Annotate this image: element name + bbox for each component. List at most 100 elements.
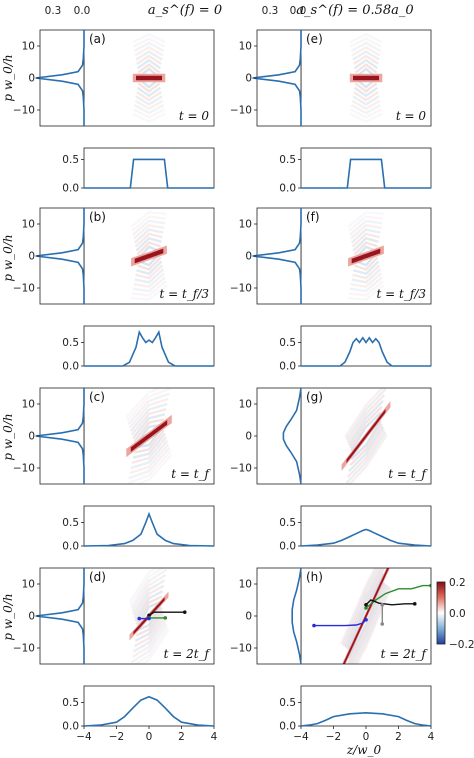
wigner-fringe [135, 50, 163, 61]
panel-label: (f) [306, 210, 320, 224]
wigner-fringe [125, 388, 164, 419]
wigner-fringe [133, 103, 165, 115]
colorbar-tick-bottom: −0.2 [449, 639, 474, 651]
wigner-fringe [136, 58, 162, 70]
density-line [84, 329, 214, 367]
x-tick-label: −4 [76, 731, 92, 743]
density-y-tick-label: 0.5 [62, 517, 79, 529]
wigner-fringe [342, 568, 381, 647]
time-label: t = 0 [396, 109, 427, 123]
density-frame [83, 325, 215, 367]
density-y-tick-label: 0.5 [62, 154, 79, 166]
wigner-heatmap [349, 32, 383, 124]
wigner-fringe [352, 236, 379, 252]
wigner-fringe [349, 276, 383, 293]
panel-label: (b) [89, 210, 106, 224]
panel-g: (g) t = t_f −10 0 10 0.0 0.5 [230, 387, 432, 553]
panel-b: (b) t = t_f/3 −10 0 10 0.0 0.5 [13, 207, 215, 373]
panel-label: (h) [306, 570, 323, 584]
wigner-fringe [132, 413, 166, 439]
panel-d: (d) t = 2t_f −10 0 10 0.0 0.5 −4 −2 0 2 4 [13, 567, 218, 743]
wigner-fringe [130, 211, 168, 228]
wigner-fringe [351, 232, 380, 248]
panel-label: (a) [89, 32, 106, 46]
wigner-fringe [350, 272, 383, 288]
time-label: t = t_f [388, 467, 428, 481]
y-tick-label: 0 [28, 73, 35, 85]
wigner-fringe [127, 392, 170, 426]
y-tick-label: 10 [239, 399, 252, 411]
wigner-fringe [133, 108, 165, 119]
wigner-fringe [348, 215, 384, 232]
marginal-line [252, 208, 302, 304]
x-tick-label: 0 [363, 731, 370, 743]
density-frame [300, 505, 432, 547]
density-y-tick-label: 0.0 [279, 541, 296, 553]
y-tick-label: 10 [239, 579, 252, 591]
wigner-fringe [132, 224, 165, 240]
panel-label: (d) [89, 570, 106, 584]
wigner-fringe [132, 112, 166, 124]
marginal-frame [39, 207, 85, 305]
wigner-fringe [350, 420, 382, 461]
y-tick-label: −10 [13, 463, 35, 475]
wigner-fringe [353, 86, 379, 98]
overlay-line [365, 584, 431, 609]
marginal-frame [256, 207, 302, 305]
colorbar-gradient [436, 581, 446, 645]
density-y-tick-label: 0.0 [62, 183, 79, 195]
density-y-tick-label: 0.5 [62, 697, 79, 709]
overlay-point [137, 616, 142, 621]
overlay-point [364, 618, 368, 622]
wigner-fringe [136, 91, 162, 102]
wigner-fringe [131, 215, 167, 232]
wigner-fringe [351, 45, 381, 57]
y-tick-label: −10 [230, 643, 252, 655]
wigner-core-inner [351, 248, 381, 264]
wigner-fringe [137, 63, 161, 74]
y-tick-label: 0 [245, 251, 252, 263]
marginal-tick-right-00: 0.0 [290, 5, 307, 17]
density-y-tick-label: 0.0 [279, 183, 296, 195]
density-frame [300, 325, 432, 367]
wigner-fringe [132, 219, 166, 236]
wigner-fringe [134, 268, 165, 284]
x-tick-label: −2 [326, 731, 341, 743]
x-tick-label: −4 [293, 731, 309, 743]
wigner-fringe [345, 431, 387, 484]
x-tick-label: 4 [428, 731, 435, 743]
wigner-fringe [135, 95, 163, 106]
density-y-tick-label: 0.0 [62, 721, 79, 733]
density-y-tick-label: 0.5 [279, 697, 296, 709]
x-tick-label: 2 [178, 731, 185, 743]
wigner-fringe [134, 590, 164, 622]
density-line [300, 711, 432, 727]
wigner-fringe [135, 606, 163, 637]
density-frame [83, 685, 215, 727]
wigner-fringe [128, 397, 169, 429]
wigner-fringe [349, 405, 383, 449]
wigner-fringe [133, 418, 165, 443]
wigner-heatmap [130, 211, 168, 301]
wigner-fringe [348, 280, 384, 297]
density-line [300, 528, 432, 547]
density-y-tick-label: 0.5 [62, 337, 79, 349]
wigner-fringe [126, 388, 172, 422]
marginal-frame [39, 29, 85, 127]
wigner-fringe [348, 426, 385, 472]
wigner-fringe [349, 112, 383, 124]
wigner-fringe [132, 276, 166, 293]
wigner-fringe [126, 450, 172, 484]
wigner-fringe [130, 568, 168, 609]
density-y-tick-label: 0.0 [279, 361, 296, 373]
colorbar-tick-top: 0.2 [449, 577, 466, 589]
wigner-fringe [351, 99, 381, 111]
time-label: t = 0 [179, 109, 210, 123]
marginal-line [291, 567, 302, 665]
wigner-fringe [133, 37, 165, 48]
time-label: t = 2t_f [381, 647, 429, 661]
time-label: t = 2t_f [164, 647, 212, 661]
density-line [301, 158, 431, 189]
wigner-fringe [339, 568, 377, 645]
